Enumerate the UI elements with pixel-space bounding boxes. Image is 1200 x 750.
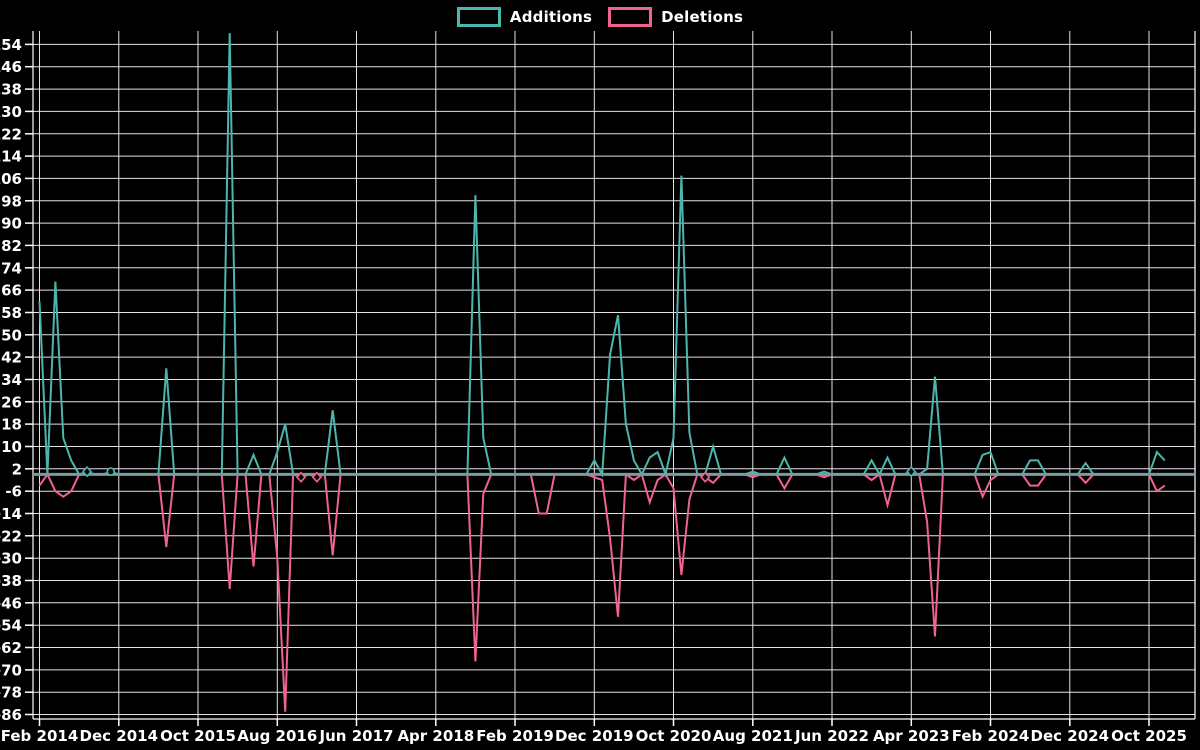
x-tick-label: Oct 2015 <box>160 727 236 745</box>
y-tick-label: 82 <box>1 237 22 255</box>
y-tick-label: 146 <box>0 58 22 76</box>
y-tick-label: 90 <box>1 215 22 233</box>
y-tick-label: 66 <box>1 282 22 300</box>
y-tick-label: -38 <box>0 572 22 590</box>
isolated-point-diamond <box>906 465 917 478</box>
x-tick-label: Dec 2014 <box>80 727 159 745</box>
y-tick-label: 74 <box>1 259 22 277</box>
additions-swatch-icon <box>456 7 501 27</box>
y-tick-label: -86 <box>0 706 22 724</box>
isolated-point-circle <box>106 467 116 476</box>
x-tick-label: Apr 2018 <box>397 727 474 745</box>
additions-legend-label: Additions <box>509 8 593 26</box>
y-tick-label: 26 <box>1 393 22 411</box>
y-tick-label: -62 <box>0 639 22 657</box>
legend-item-additions[interactable]: Additions <box>456 7 593 27</box>
isolated-point-diamond <box>311 471 322 483</box>
x-tick-label: Jun 2017 <box>319 727 394 745</box>
x-tick-label: Feb 2019 <box>476 727 554 745</box>
y-tick-label: 18 <box>1 416 22 434</box>
series-line-deletions <box>38 472 1166 712</box>
series-line-additions <box>38 33 1166 479</box>
y-tick-label: 114 <box>0 148 22 166</box>
x-tick-label: Aug 2021 <box>713 727 793 745</box>
y-tick-label: 34 <box>1 371 22 389</box>
x-tick-label: Oct 2020 <box>636 727 712 745</box>
y-tick-label: 2 <box>12 460 22 478</box>
x-tick-label: Apr 2023 <box>873 727 950 745</box>
y-tick-label: 42 <box>1 349 22 367</box>
y-tick-label: 58 <box>1 304 22 322</box>
x-tick-label: Dec 2024 <box>1031 727 1110 745</box>
y-tick-label: 50 <box>1 326 22 344</box>
deletions-swatch-icon <box>608 7 653 27</box>
y-tick-label: -14 <box>0 505 22 523</box>
y-tick-label: -46 <box>0 594 22 612</box>
y-tick-label: -30 <box>0 550 22 568</box>
y-tick-label: -78 <box>0 684 22 702</box>
isolated-point-diamond <box>81 465 93 478</box>
y-tick-label: 98 <box>1 192 22 210</box>
y-tick-label: 10 <box>1 438 22 456</box>
y-tick-label: -22 <box>0 527 22 545</box>
deletions-legend-label: Deletions <box>661 8 744 26</box>
legend-item-deletions[interactable]: Deletions <box>608 7 743 27</box>
x-tick-label: Feb 2024 <box>952 727 1030 745</box>
y-tick-label: 122 <box>0 125 22 143</box>
y-tick-label: 130 <box>0 103 22 121</box>
isolated-point-diamond <box>700 471 711 483</box>
y-tick-label: -70 <box>0 661 22 679</box>
x-tick-label: Dec 2019 <box>555 727 634 745</box>
x-tick-label: Oct 2025 <box>1111 727 1187 745</box>
y-tick-label: 154 <box>0 36 22 54</box>
x-tick-label: Jun 2022 <box>794 727 869 745</box>
x-tick-label: Aug 2016 <box>237 727 317 745</box>
y-tick-label: -6 <box>5 483 22 501</box>
isolated-point-diamond <box>295 471 307 483</box>
x-tick-label: Feb 2014 <box>1 727 79 745</box>
chart-legend: Additions Deletions <box>0 7 1200 27</box>
y-tick-label: 138 <box>0 81 22 99</box>
y-tick-label: -54 <box>0 617 22 635</box>
y-tick-label: 106 <box>0 170 22 188</box>
